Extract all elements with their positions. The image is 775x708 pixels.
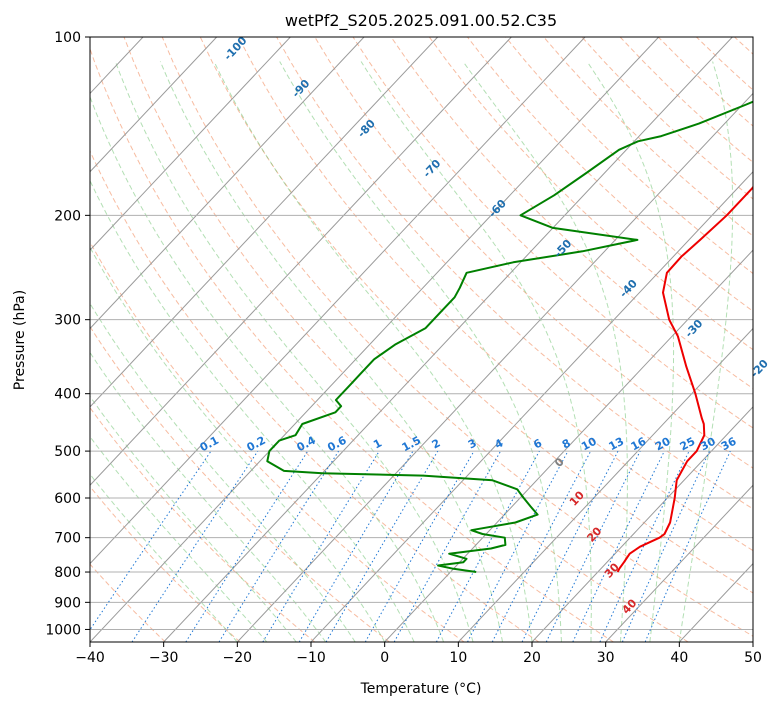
plot-frame xyxy=(89,36,754,643)
y-tick-label: 600 xyxy=(54,491,81,507)
mixing-ratio-line xyxy=(262,450,380,642)
dry-adiabat xyxy=(90,563,166,642)
mixing-ratio-line xyxy=(644,450,731,642)
moist-adiabat xyxy=(159,61,503,642)
moist-adiabat xyxy=(90,395,297,642)
mixing-ratio-label: 25 xyxy=(678,435,698,454)
isotherm-line xyxy=(163,37,733,642)
dry-adiabat xyxy=(428,37,753,351)
dry-adiabat xyxy=(90,325,390,642)
y-tick-label: 800 xyxy=(54,565,81,581)
x-tick-label: 30 xyxy=(597,650,615,666)
dry-adiabat xyxy=(390,37,753,390)
x-tick-label: −30 xyxy=(149,650,179,666)
x-tick-label: 40 xyxy=(670,650,688,666)
mixing-ratio-line xyxy=(131,450,259,642)
y-tick-label: 500 xyxy=(54,444,81,460)
y-tick-label: 200 xyxy=(54,208,81,224)
x-tick-label: −10 xyxy=(296,650,326,666)
moist-adiabat xyxy=(90,246,386,642)
x-tick-label: 20 xyxy=(523,650,541,666)
dry-adiabat xyxy=(314,37,753,469)
isotherm-line xyxy=(90,37,365,330)
dewpoint-profile xyxy=(266,100,753,573)
moist-adiabat xyxy=(279,61,562,642)
isotherm-line xyxy=(236,92,753,642)
dry-adiabat xyxy=(90,406,316,642)
mixing-ratio-line xyxy=(393,450,502,642)
isotherm-line xyxy=(310,171,753,642)
y-tick-label: 900 xyxy=(54,595,81,611)
temperature-profile xyxy=(616,185,753,573)
moist-adiabat xyxy=(114,61,474,642)
mixing-ratio-label: 10 xyxy=(579,435,599,454)
mixing-ratio-label: 36 xyxy=(719,434,739,453)
moist-adiabat xyxy=(678,61,734,642)
dry-adiabat xyxy=(90,149,540,642)
dry-adiabat xyxy=(161,37,753,637)
isotherm-line xyxy=(90,37,291,251)
moist-adiabat xyxy=(462,61,628,642)
x-tick-label: 10 xyxy=(449,650,467,666)
isotherm-line xyxy=(90,37,586,565)
dry-adiabat xyxy=(238,37,753,552)
moist-adiabat xyxy=(90,179,415,642)
mixing-ratio-line xyxy=(185,450,309,642)
mixing-ratio-line xyxy=(90,450,212,631)
moist-adiabat xyxy=(90,95,445,642)
mixing-ratio-label: 20 xyxy=(653,435,673,454)
y-tick-label: 1000 xyxy=(45,622,81,638)
dry-adiabat xyxy=(90,241,465,642)
moist-adiabat xyxy=(90,351,327,642)
series-layer xyxy=(266,100,753,573)
chart-title: wetPf2_S205.2025.091.00.52.C35 xyxy=(285,11,557,31)
tick-layer: −40 −30 −20 −10 0 10 20 30 40 50 100 200 300 400 500 60… xyxy=(45,30,762,666)
isotherm-line xyxy=(605,484,753,642)
y-tick-label: 400 xyxy=(54,387,81,403)
x-tick-label: −40 xyxy=(75,650,105,666)
mixing-ratio-line xyxy=(521,450,619,642)
moist-adiabat xyxy=(90,302,356,642)
moist-adiabat xyxy=(90,435,268,642)
y-tick-label: 700 xyxy=(54,531,81,547)
x-tick-label: −20 xyxy=(223,650,253,666)
dry-adiabat xyxy=(123,37,689,642)
x-axis-label: Temperature (°C) xyxy=(360,681,482,697)
isotherm-line xyxy=(457,327,753,642)
isotherm-line xyxy=(90,37,439,408)
mixing-ratio-label: 16 xyxy=(629,435,649,454)
dry-adiabat xyxy=(90,47,614,642)
isotherm-line xyxy=(90,37,660,642)
moist-adiabat xyxy=(90,473,238,642)
y-axis-label: Pressure (hPa) xyxy=(12,290,28,390)
mixing-ratio-line xyxy=(545,450,641,642)
mixing-ratio-label: 13 xyxy=(607,435,627,454)
x-tick-label: 50 xyxy=(744,650,762,666)
mixing-ratio-line xyxy=(621,450,711,642)
isotherm-line xyxy=(384,249,753,642)
y-tick-label: 300 xyxy=(54,313,81,329)
dry-adiabat xyxy=(199,37,753,594)
moist-adiabat xyxy=(213,61,533,642)
isotherm-line xyxy=(90,37,218,173)
isotherm-line xyxy=(531,406,753,642)
x-tick-label: 0 xyxy=(380,650,389,666)
moist-adiabat xyxy=(586,61,675,642)
grid-layer xyxy=(90,37,753,642)
y-tick-label: 100 xyxy=(54,30,81,46)
mixing-ratio-line xyxy=(435,450,540,642)
moist-adiabat xyxy=(360,61,592,642)
mixing-ratio-label: 30 xyxy=(698,435,718,454)
isotherm-line xyxy=(90,37,512,486)
